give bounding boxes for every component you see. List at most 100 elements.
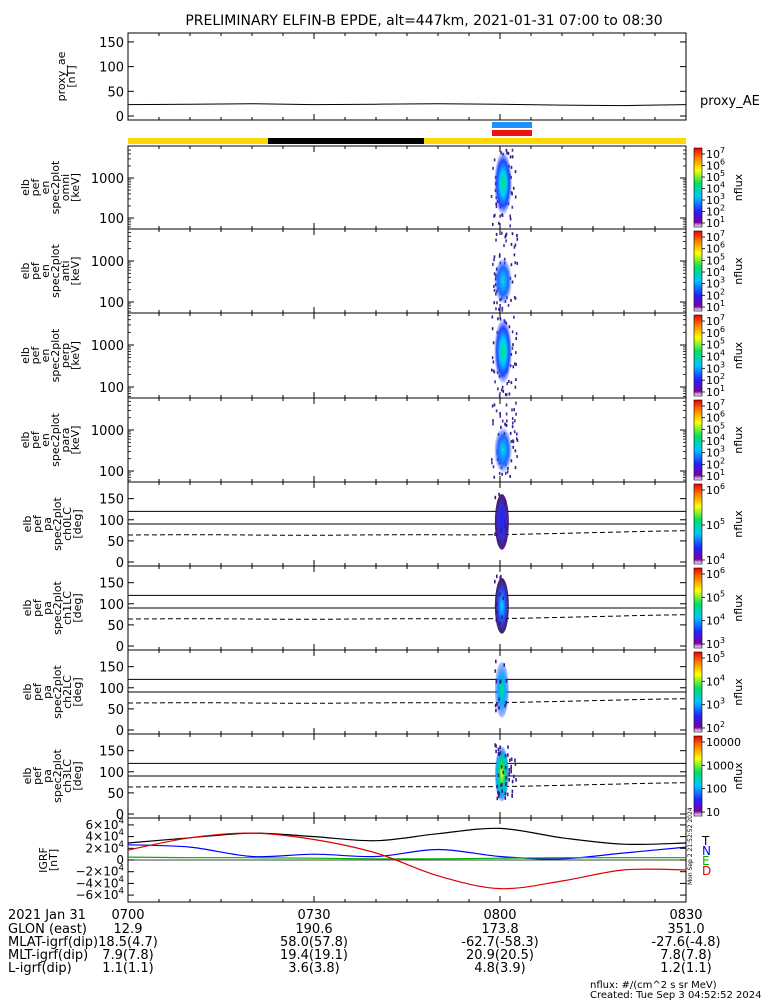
anti-pixel-20 [492,262,494,266]
para-pixel-17 [493,475,496,479]
footer-mlat-2: -62.7(-58.3) [461,935,538,950]
para-pixel-25 [501,472,503,476]
para-blob [494,426,513,474]
perp-ytick-label-0: 100 [99,381,124,396]
panel-anti: 1001000elbpefenspec2plotanti[keV]1071061… [19,228,745,314]
omni-pixel-5 [509,214,511,218]
ch3-pixel-31 [499,745,501,749]
para-pixel-32 [516,437,518,441]
ch0-losscone-line [127,530,687,536]
footer-l-label: L-igrf(dip) [8,961,72,976]
ch2-cbar-title: nflux [732,678,745,706]
perp-pixel-18 [491,356,494,360]
perp-cbar-label-4: 103 [706,360,725,375]
omni-cbar-label-0: 107 [706,146,725,161]
perp-ylabel-word-0: elb [19,347,32,364]
anti-pixel-45 [503,244,505,248]
perp-pixel-42 [494,380,496,384]
ch3-pixel-3 [504,782,507,786]
omni-pixel-17 [511,155,514,159]
ch3-pixel-37 [510,769,512,774]
omni-cbar-label-1: 106 [706,158,725,173]
panels: 050100150proxy_ae[nT]proxy_AE1001000elbp… [19,32,760,903]
para-cbar-label-1: 106 [706,410,725,425]
ch1-pixel-9 [495,618,498,622]
created-stamp: Created: Tue Sep 3 04:52:52 2024 [590,990,762,1000]
ch0-ytick-label-2: 100 [99,514,124,529]
ch1-colorbar [693,567,703,649]
ch2-pixel-13 [503,663,505,667]
anti-pixel-18 [499,253,501,257]
perp-pixel-55 [506,382,508,386]
ch0-ylabel-word-5: [deg] [71,509,84,538]
ch2-pixel-12 [494,669,497,673]
igrf-legend-D: D [702,864,711,878]
ch3-cbar-label-1: 1000 [706,759,734,772]
ch2-ytick-label-1: 50 [107,703,124,718]
footer-glon-2: 173.8 [481,922,518,937]
anti-pixel-48 [514,243,517,247]
perp-ytick-label-1: 1000 [91,339,124,354]
ch1-ylabel-word-5: [deg] [71,593,84,622]
ch1-ylabel-word-3: spec2plot [51,581,64,635]
ch3-pixel-35 [514,762,517,766]
igrf-series-D [127,832,687,890]
ch3-pixel-24 [500,765,503,769]
ch1-ytick-label-0: 0 [116,640,124,655]
perp-cbar-label-0: 107 [706,313,725,328]
para-pixel-19 [495,409,498,413]
footer-mlat-1: 58.0(57.8) [280,935,348,950]
omni-ytick-label-1: 1000 [91,172,124,187]
ch3-ytick-label-0: 0 [116,808,124,823]
anti-pixel-27 [501,231,503,235]
anti-pixel-52 [493,284,495,288]
ch1-pixel-8 [499,592,501,597]
ch2-ytick-label-0: 0 [116,724,124,739]
anti-pixel-25 [493,288,496,292]
ch3-pixel-9 [495,744,497,748]
omni-pixel-40 [492,222,494,226]
ch3-cbar-title: nflux [732,762,745,790]
footer-glon-1: 190.6 [295,922,332,937]
para-ylabel-word-1: pef [29,430,42,449]
ch3-pixel-5 [495,749,497,754]
anti-ylabel-word-2: en [39,264,52,278]
footer-mlat-3: -27.6(-4.8) [651,935,720,950]
ch1-cbar-label-0: 106 [706,566,725,581]
anti-pixel-59 [514,274,517,278]
ch2-pixel-2 [495,659,497,664]
para-ytick-label-1: 1000 [91,424,124,439]
proxy-ae-ytick-label-2: 100 [99,61,124,76]
omni-pixel-57 [509,224,511,228]
ch0-cbar-label-0: 106 [706,482,725,497]
ch3-ylabel-word-0: elb [21,768,34,785]
perp-pixel-29 [492,369,495,373]
ch0-pixel-6 [504,525,506,529]
omni-ylabel-word-3: spec2plot [49,160,62,214]
para-pixel-12 [513,408,515,412]
para-pixel-39 [500,425,502,429]
ch1-cbar-label-2: 104 [706,613,725,628]
ch1-pixel-5 [496,610,499,614]
ch0-pixel-7 [497,500,499,504]
para-pixel-9 [510,440,513,443]
ch3-pixel-42 [497,751,500,756]
ch0-pixel-10 [505,523,507,528]
ch3-blob [494,746,509,802]
para-pixel-37 [506,419,508,423]
perp-ylabel-word-5: [keV] [69,341,82,370]
ch2-cbar-label-1: 104 [706,673,725,688]
footer: 2021 Jan 31 0700 0730 0800 0830 GLON (ea… [8,908,762,1000]
ch3-pixel-43 [508,778,510,782]
ch0-cbar-label-1: 105 [706,517,725,532]
ch3-ylabel-word-2: pa [41,769,54,783]
ch0-pixel-11 [494,532,496,536]
perp-pixel-44 [505,393,508,397]
ch0-ylabel-word-0: elb [21,516,34,533]
para-ylabel-word-5: [keV] [69,426,82,455]
anti-pixel-43 [498,307,500,311]
omni-pixel-23 [509,155,512,159]
